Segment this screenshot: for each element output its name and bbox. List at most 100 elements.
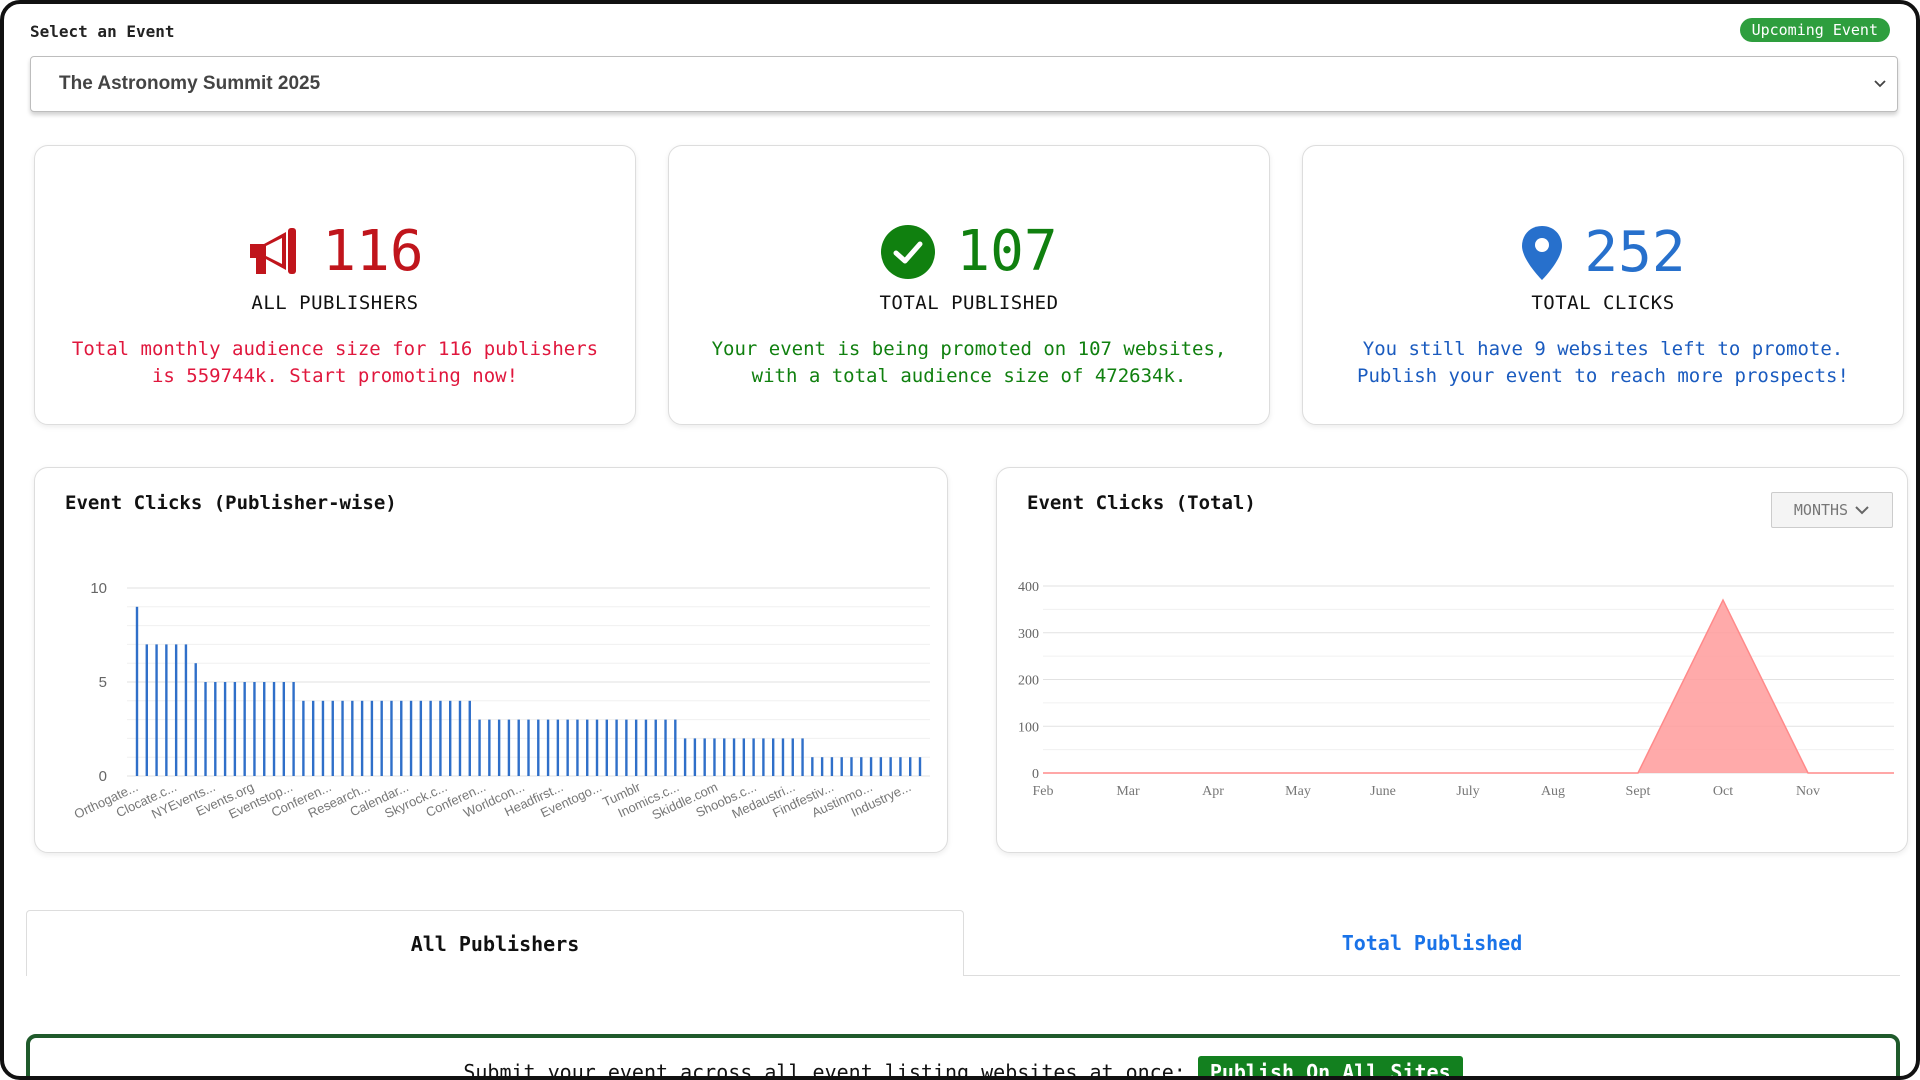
bar [204,682,207,776]
bar [507,719,511,776]
bar [370,700,374,776]
publisher-clicks-chart-title: Event Clicks (Publisher-wise) [65,492,397,514]
x-tick-label: Oct [1713,784,1733,799]
all-publishers-card[interactable]: 116 ALL PUBLISHERS Total monthly audienc… [34,145,636,425]
bar [458,700,462,776]
bar [429,700,432,776]
y-tick-label: 300 [1018,627,1039,642]
bar [478,719,481,776]
all-publishers-label: ALL PUBLISHERS [251,292,419,314]
bar [781,738,785,776]
tab-all-publishers[interactable]: All Publishers [26,910,964,976]
bar [321,700,325,776]
chevron-down-icon [1874,80,1886,88]
bar [233,682,237,776]
bar [331,700,334,776]
bar [488,719,491,776]
total-published-card[interactable]: 107 TOTAL PUBLISHED Your event is being … [668,145,1270,425]
bar [595,719,599,776]
select-event-label: Select an Event [30,22,175,41]
bar [341,700,344,776]
area-series-line [1043,598,1894,774]
bar [566,719,569,776]
x-tick-label: July [1456,784,1479,799]
bar [537,719,540,776]
bar [889,757,892,776]
bar [292,682,295,776]
upcoming-event-badge: Upcoming Event [1739,18,1890,42]
y-tick-label: 100 [1018,720,1039,735]
bar [664,719,667,776]
bar [899,757,902,776]
y-tick-label: 5 [99,674,107,691]
bar [546,719,550,776]
publisher-clicks-bar-chart: 0510Orthogate...Clocate.c...NYEvents...E… [72,580,930,823]
total-clicks-chart-card: Event Clicks (Total) MONTHS 0 100 200 300 40… [996,467,1908,853]
bar [683,738,687,776]
bar [165,644,168,776]
bar [517,719,520,776]
total-clicks-card[interactable]: 252 TOTAL CLICKS You still have 9 websit… [1302,145,1904,425]
bar [918,757,922,776]
total-clicks-chart-title: Event Clicks (Total) [1027,492,1256,514]
publisher-clicks-chart-card: Event Clicks (Publisher-wise) 0 5 10 Orthog… [34,467,948,853]
bar [644,719,648,776]
bar [752,738,755,776]
bar [860,757,863,776]
map-pin-icon [1522,226,1563,280]
x-tick-label: Feb [1033,784,1054,799]
bar [263,682,266,776]
bar [762,738,765,776]
bar [820,757,824,776]
bar [801,738,804,776]
area-series [1043,600,1894,773]
megaphone-icon [250,228,297,274]
bar [840,757,843,776]
total-clicks-count: 252 [1584,220,1686,285]
total-clicks-area-chart: 0 100 200 300 400 Feb Mar Apr May June July Aug Sept… [1018,580,1894,799]
bar [586,719,589,776]
bar [615,719,618,776]
all-publishers-count: 116 [322,219,424,284]
selected-event-value: The Astronomy Summit 2025 [59,73,321,94]
bar [909,757,912,776]
bar [811,757,814,776]
bar [703,738,706,776]
x-tick-label: Nov [1796,784,1820,799]
chevron-down-icon [1855,506,1869,515]
check-circle-icon [881,225,936,279]
bar [869,757,873,776]
publish-all-banner: Submit your event across all event listi… [26,1034,1900,1076]
bar [713,738,716,776]
bar [272,682,276,776]
months-range-dropdown[interactable]: MONTHS [1771,492,1893,528]
x-tick-label: June [1370,784,1396,799]
all-publishers-description: Total monthly audience size for 116 publ… [71,338,599,387]
bar [576,719,579,776]
bar [194,663,197,776]
tab-total-published[interactable]: Total Published [964,910,1900,976]
bar [879,757,883,776]
y-tick-label: 0 [99,768,107,785]
total-clicks-label: TOTAL CLICKS [1531,292,1675,314]
bar [654,719,657,776]
total-published-description: Your event is being promoted on 107 webs… [711,338,1227,387]
y-tick-label: 400 [1018,580,1039,595]
bar [351,700,354,776]
bar [380,700,383,776]
total-clicks-description: You still have 9 websites left to promot… [1357,338,1849,387]
bar [850,757,853,776]
bar [155,644,158,776]
bar [439,700,442,776]
x-tick-label: Apr [1202,784,1224,799]
bar [449,700,452,776]
bar [625,719,628,776]
bar [732,738,736,776]
months-range-label: MONTHS [1793,501,1849,519]
event-select[interactable]: The Astronomy Summit 2025 [30,56,1898,112]
publish-on-all-sites-button[interactable]: Publish On All Sites [1197,1056,1463,1076]
bar [771,738,775,776]
bar [390,700,393,776]
bar [468,700,471,776]
